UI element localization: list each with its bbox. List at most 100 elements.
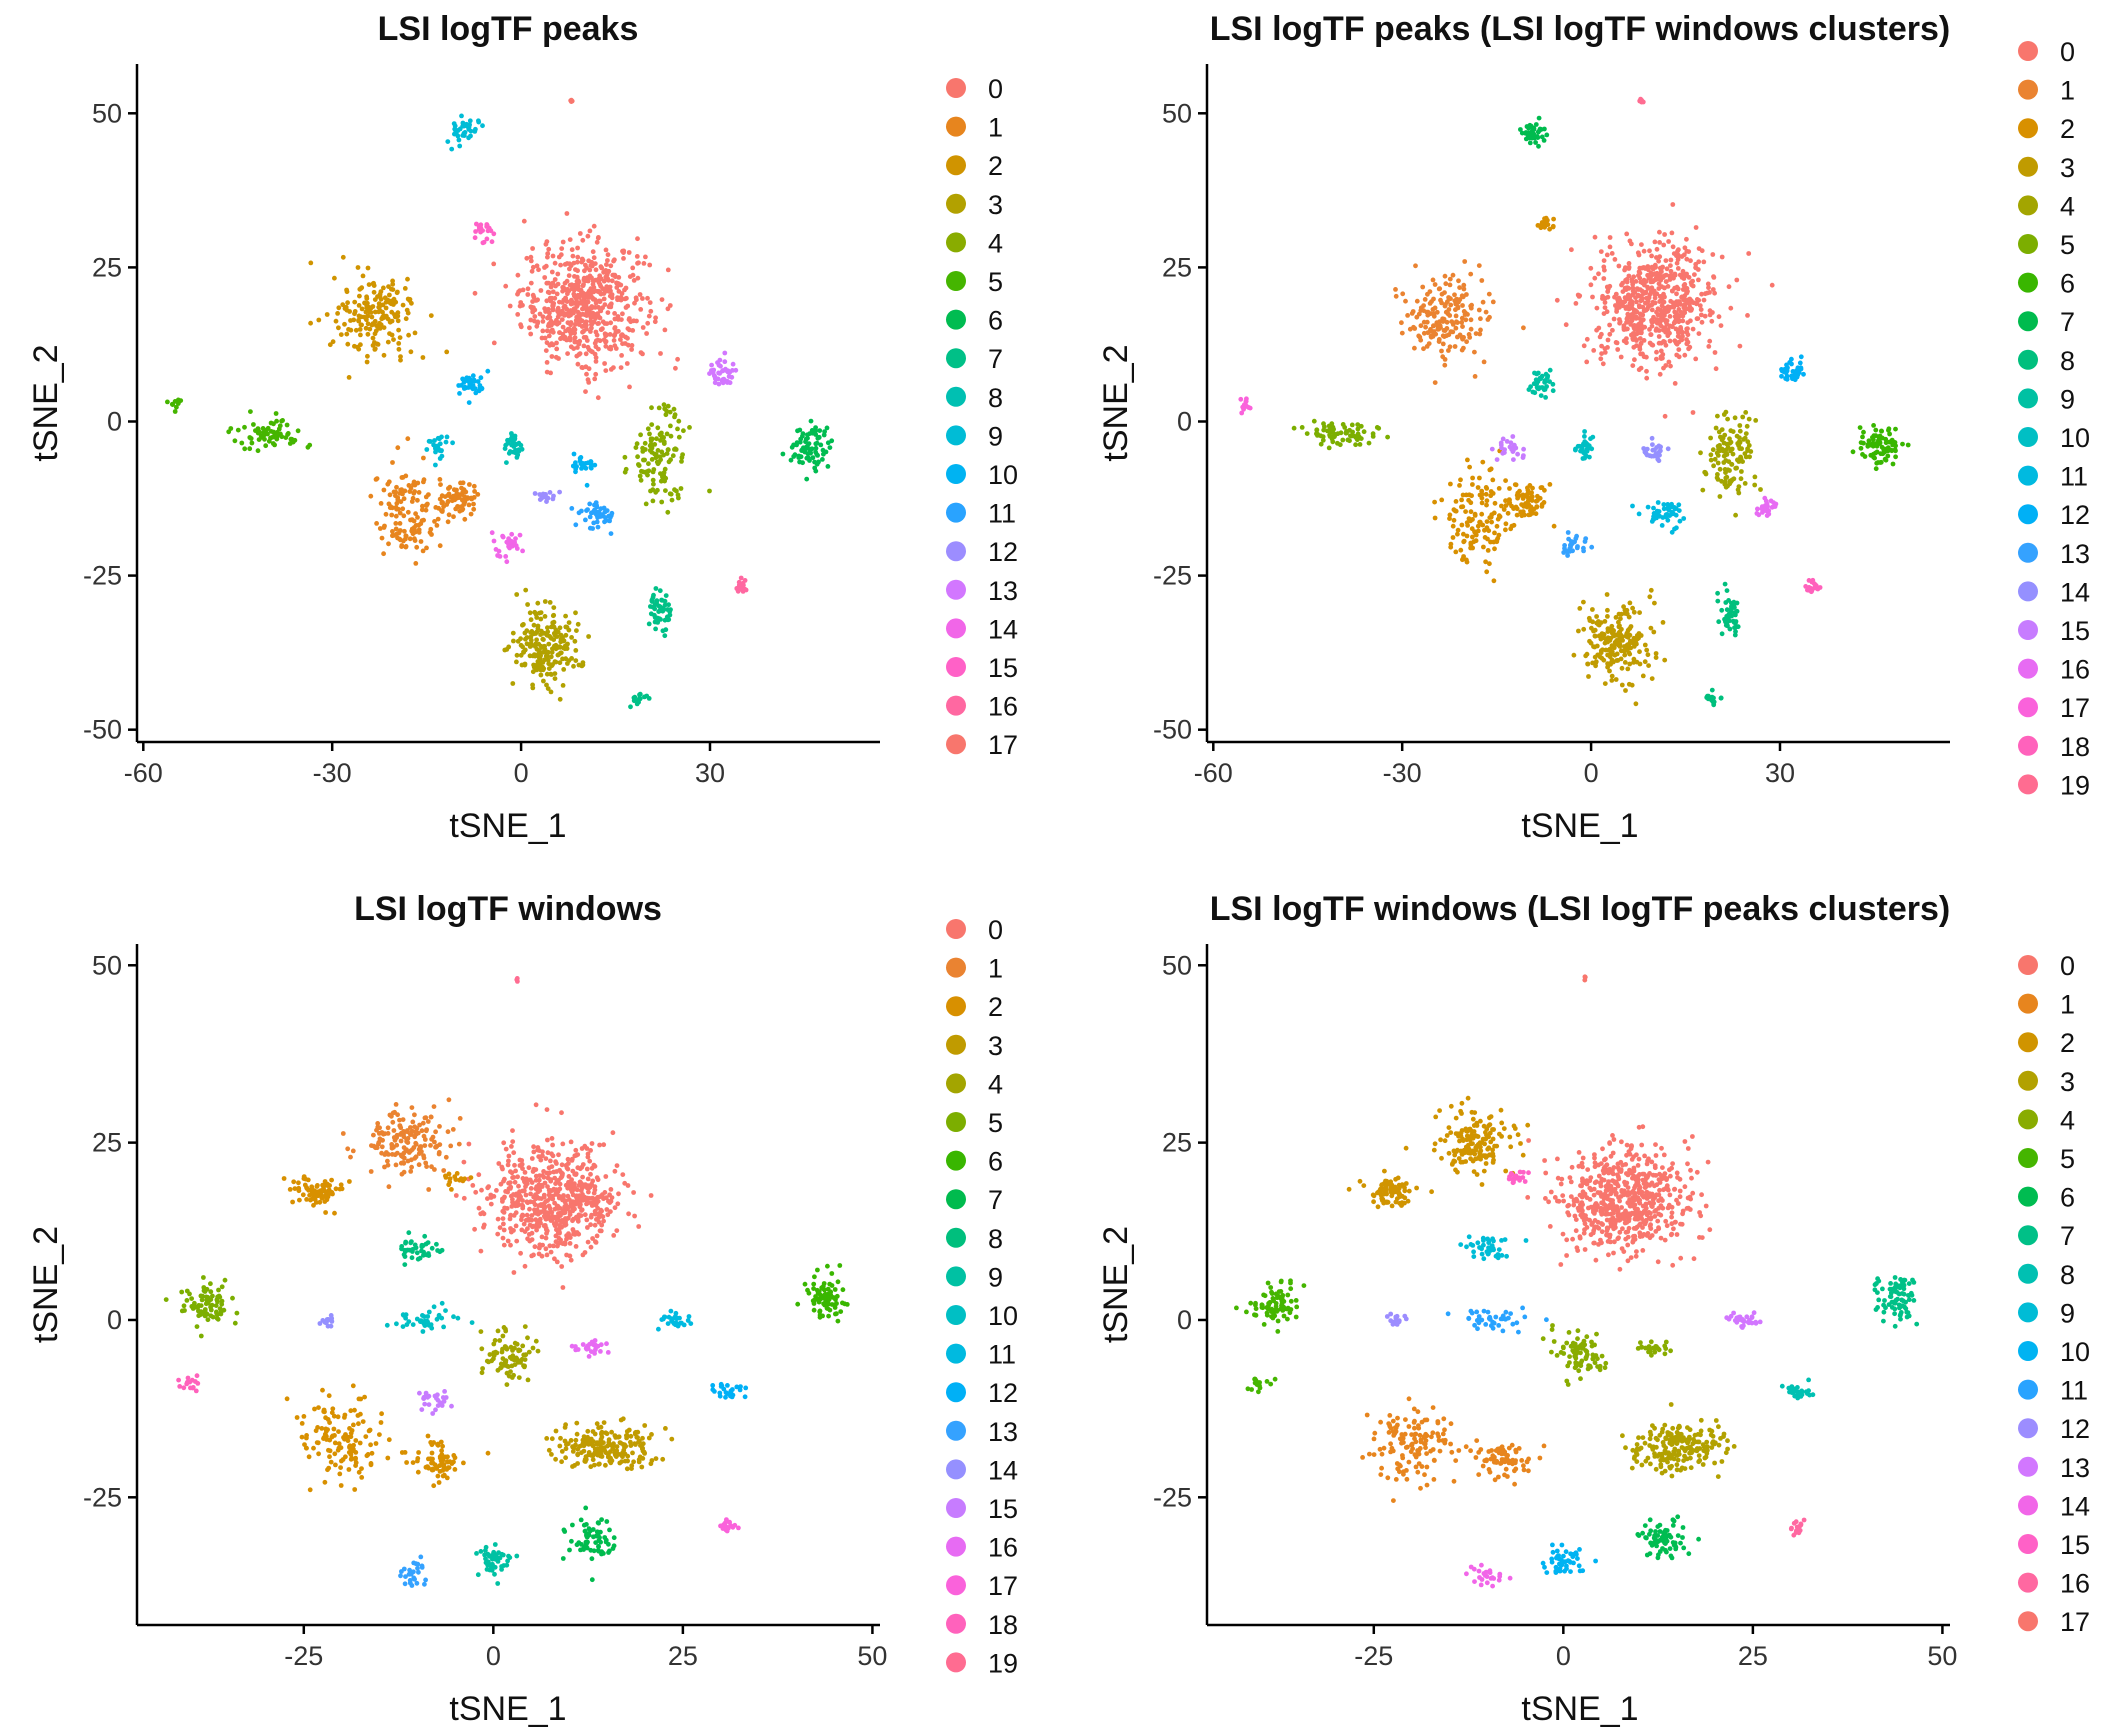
data-point: [1608, 661, 1613, 666]
data-point: [566, 309, 572, 315]
data-point: [597, 1142, 602, 1148]
data-point: [474, 221, 479, 227]
data-point: [521, 1221, 527, 1227]
data-point: [515, 452, 521, 458]
data-point: [299, 1421, 305, 1426]
data-point: [415, 1469, 421, 1475]
data-point: [584, 508, 589, 513]
data-point: [378, 1420, 384, 1425]
x-tick-label: 0: [514, 758, 529, 788]
data-point: [1624, 231, 1630, 237]
data-point: [1430, 307, 1436, 312]
data-point: [409, 517, 415, 522]
data-point: [1858, 440, 1864, 445]
data-point: [437, 477, 443, 482]
data-point: [636, 260, 641, 266]
data-point: [592, 1222, 598, 1228]
data-point: [295, 428, 301, 434]
data-point: [1630, 605, 1635, 611]
data-point: [529, 1156, 535, 1161]
legend-key-icon: [946, 348, 966, 369]
data-point: [383, 305, 389, 311]
data-point: [1479, 491, 1485, 497]
data-point: [581, 305, 587, 311]
cluster-13-points: [1561, 530, 1595, 558]
cluster-9-points: [1526, 367, 1556, 400]
data-point: [574, 1230, 580, 1235]
data-point: [508, 1226, 513, 1231]
data-point: [273, 431, 278, 437]
data-point: [573, 1214, 579, 1220]
data-point: [1698, 450, 1703, 456]
data-point: [1682, 245, 1688, 251]
data-point: [531, 662, 536, 668]
data-point: [511, 1150, 517, 1156]
data-point: [416, 530, 422, 535]
data-point: [365, 321, 371, 327]
data-point: [439, 1448, 444, 1454]
data-point: [1724, 474, 1730, 480]
data-point: [665, 267, 671, 273]
legend-item: 12: [946, 537, 1018, 567]
data-point: [593, 371, 599, 377]
data-point: [399, 543, 405, 548]
data-point: [510, 1128, 515, 1133]
data-point: [1607, 322, 1612, 328]
data-point: [311, 1445, 316, 1451]
data-point: [375, 1121, 381, 1126]
data-point: [515, 312, 521, 317]
data-point: [552, 277, 558, 282]
data-point: [550, 280, 556, 286]
data-point: [546, 641, 552, 647]
data-point: [327, 1454, 332, 1460]
data-point: [456, 383, 462, 388]
data-point: [659, 297, 665, 302]
data-point: [365, 353, 370, 359]
data-point: [438, 482, 443, 487]
data-point: [608, 320, 614, 326]
data-point: [1385, 434, 1390, 440]
data-point: [614, 1163, 620, 1168]
data-point: [574, 1193, 579, 1199]
data-point: [1728, 305, 1734, 311]
data-point: [1463, 317, 1469, 323]
data-point: [656, 616, 662, 621]
data-point: [1483, 559, 1488, 565]
data-point: [1652, 239, 1658, 245]
data-point: [1577, 606, 1583, 611]
data-point: [1550, 381, 1556, 387]
data-point: [645, 320, 651, 326]
data-point: [823, 449, 829, 455]
data-point: [416, 490, 422, 495]
data-point: [510, 1139, 516, 1144]
data-point: [570, 1208, 576, 1214]
data-point: [573, 610, 578, 616]
data-point: [569, 506, 575, 511]
data-point: [794, 440, 800, 445]
data-point: [1687, 304, 1693, 310]
legend-item: 0: [946, 74, 1003, 104]
data-point: [672, 414, 677, 420]
data-point: [401, 1131, 406, 1137]
data-point: [1660, 352, 1666, 357]
data-point: [1754, 511, 1760, 516]
data-point: [1637, 649, 1642, 655]
data-point: [1448, 329, 1454, 334]
data-point: [503, 554, 509, 559]
data-point: [461, 1195, 467, 1201]
data-point: [1769, 282, 1775, 288]
data-point: [1652, 262, 1658, 268]
data-point: [616, 275, 622, 280]
data-point: [441, 1168, 447, 1173]
data-point: [632, 300, 637, 306]
data-point: [598, 283, 604, 289]
data-point: [1599, 351, 1604, 356]
data-point: [370, 335, 376, 341]
data-point: [1539, 134, 1545, 140]
data-point: [653, 586, 659, 591]
legend-label: 7: [2060, 307, 2075, 337]
data-point: [810, 430, 816, 436]
data-point: [1299, 425, 1305, 430]
data-point: [1470, 534, 1475, 540]
data-point: [612, 325, 618, 330]
